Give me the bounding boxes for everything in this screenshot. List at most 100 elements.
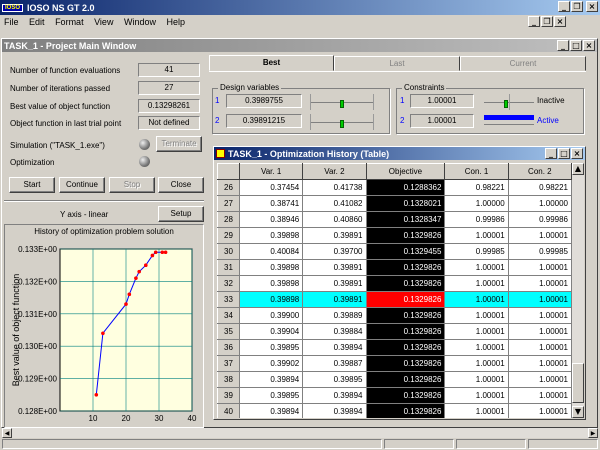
table-cell[interactable]: 0.38741 [238, 195, 304, 212]
table-row[interactable]: 40 0.39894 0.39894 0.1329826 1.00001 1.00001 [217, 403, 572, 418]
table-cell[interactable]: 0.39889 [302, 307, 367, 324]
table-cell[interactable]: 0.39898 [238, 291, 304, 308]
table-cell[interactable]: 0.98221 [444, 179, 509, 196]
table-cell[interactable]: 0.1329826 [365, 387, 446, 404]
table-cell[interactable]: 1.00001 [444, 339, 509, 356]
table-cell[interactable]: 1.00001 [507, 227, 572, 244]
table-cell[interactable]: 0.1288362 [365, 179, 446, 196]
table-row[interactable]: 29 0.39898 0.39891 0.1329826 1.00001 1.00001 [217, 227, 572, 244]
mdi-close-icon[interactable]: × [554, 16, 566, 27]
table-cell[interactable]: 0.99985 [507, 243, 572, 260]
row-number[interactable]: 28 [217, 211, 240, 228]
table-cell[interactable]: 1.00001 [444, 227, 509, 244]
table-cell[interactable]: 0.1329826 [365, 275, 446, 292]
table-cell[interactable]: 0.39891 [302, 227, 367, 244]
close-icon[interactable]: × [571, 148, 583, 159]
table-cell[interactable]: 1.00001 [507, 403, 572, 418]
row-number[interactable]: 30 [217, 243, 240, 260]
table-cell[interactable]: 0.1329826 [365, 307, 446, 324]
table-cell[interactable]: 0.39898 [238, 275, 304, 292]
row-number[interactable]: 32 [217, 275, 240, 292]
tab-last[interactable]: Last [334, 56, 460, 71]
mdi-minimize-icon[interactable]: _ [528, 16, 540, 27]
table-cell[interactable]: 0.38946 [238, 211, 304, 228]
column-header[interactable]: Con. 2 [507, 163, 572, 180]
tab-best[interactable]: Best [209, 55, 334, 71]
table-row[interactable]: 31 0.39898 0.39891 0.1329826 1.00001 1.00001 [217, 259, 572, 276]
menu-view[interactable]: View [94, 17, 114, 27]
table-cell[interactable]: 0.39894 [238, 403, 304, 418]
table-cell[interactable]: 0.99986 [507, 211, 572, 228]
terminate-button[interactable]: Terminate [156, 136, 202, 152]
design-var-slider[interactable] [310, 92, 374, 112]
table-cell[interactable]: 0.40084 [238, 243, 304, 260]
table-cell[interactable]: 0.39894 [302, 339, 367, 356]
table-cell[interactable]: 0.39700 [302, 243, 367, 260]
table-cell[interactable]: 0.40860 [302, 211, 367, 228]
table-row[interactable]: 39 0.39895 0.39894 0.1329826 1.00001 1.00001 [217, 387, 572, 404]
table-cell[interactable]: 1.00001 [444, 387, 509, 404]
table-cell[interactable]: 0.39902 [238, 355, 304, 372]
scroll-right-icon[interactable]: ▶ [588, 428, 598, 438]
table-cell[interactable]: 0.1329826 [365, 227, 446, 244]
table-cell[interactable]: 1.00001 [507, 275, 572, 292]
row-number[interactable]: 33 [217, 291, 240, 308]
table-cell[interactable]: 0.1329826 [365, 371, 446, 388]
table-cell[interactable]: 0.1328021 [365, 195, 446, 212]
row-number[interactable]: 27 [217, 195, 240, 212]
table-cell[interactable]: 0.39895 [302, 371, 367, 388]
table-cell[interactable]: 0.39895 [238, 339, 304, 356]
table-cell[interactable]: 1.00001 [444, 371, 509, 388]
table-cell[interactable]: 0.1329826 [365, 259, 446, 276]
scroll-down-icon[interactable]: ▼ [572, 406, 584, 418]
row-number[interactable]: 35 [217, 323, 240, 340]
table-cell[interactable]: 0.41082 [302, 195, 367, 212]
table-cell[interactable]: 0.39904 [238, 323, 304, 340]
column-header[interactable]: Var. 2 [302, 163, 367, 180]
table-cell[interactable]: 0.1329455 [365, 243, 446, 260]
table-cell[interactable]: 1.00001 [507, 339, 572, 356]
maximize-icon[interactable]: □ [558, 148, 570, 159]
table-cell[interactable]: 0.39894 [302, 387, 367, 404]
table-cell[interactable]: 0.41738 [302, 179, 367, 196]
table-cell[interactable]: 1.00001 [507, 355, 572, 372]
table-cell[interactable]: 1.00001 [507, 307, 572, 324]
table-cell[interactable]: 0.1329826 [365, 323, 446, 340]
table-cell[interactable]: 0.37454 [238, 179, 304, 196]
row-number[interactable]: 37 [217, 355, 240, 372]
table-cell[interactable]: 0.39900 [238, 307, 304, 324]
table-row[interactable]: 27 0.38741 0.41082 0.1328021 1.00000 1.00000 [217, 195, 572, 212]
table-cell[interactable]: 0.39891 [302, 291, 367, 308]
minimize-icon[interactable]: _ [558, 1, 570, 12]
stop-button[interactable]: Stop [109, 177, 155, 193]
table-cell[interactable]: 0.39895 [238, 387, 304, 404]
table-row[interactable]: 26 0.37454 0.41738 0.1288362 0.98221 0.98221 [217, 179, 572, 196]
minimize-icon[interactable]: _ [557, 40, 569, 51]
table-cell[interactable]: 1.00001 [444, 291, 509, 308]
table-cell[interactable]: 1.00000 [444, 195, 509, 212]
table-row[interactable]: 32 0.39898 0.39891 0.1329826 1.00001 1.00001 [217, 275, 572, 292]
table-cell[interactable]: 1.00001 [507, 387, 572, 404]
row-number[interactable]: 31 [217, 259, 240, 276]
row-number[interactable]: 40 [217, 403, 240, 418]
table-cell[interactable]: 0.39891 [302, 275, 367, 292]
row-number[interactable]: 29 [217, 227, 240, 244]
vertical-scrollbar[interactable]: ▲ ▼ [572, 163, 584, 418]
menu-window[interactable]: Window [123, 17, 156, 27]
row-number[interactable]: 38 [217, 371, 240, 388]
setup-button[interactable]: Setup [158, 206, 204, 222]
table-cell[interactable]: 1.00001 [507, 259, 572, 276]
table-cell[interactable]: 0.39894 [302, 403, 367, 418]
scroll-up-icon[interactable]: ▲ [572, 163, 584, 175]
table-cell[interactable]: 0.39884 [302, 323, 367, 340]
row-number[interactable]: 26 [217, 179, 240, 196]
column-header[interactable]: Con. 1 [444, 163, 509, 180]
table-cell[interactable]: 0.1328347 [365, 211, 446, 228]
table-cell[interactable]: 1.00000 [507, 195, 572, 212]
menu-help[interactable]: Help [166, 17, 186, 27]
table-cell[interactable]: 0.39898 [238, 227, 304, 244]
table-cell[interactable]: 0.1329826 [365, 355, 446, 372]
table-cell[interactable]: 0.39898 [238, 259, 304, 276]
mdi-restore-icon[interactable]: ❐ [541, 16, 553, 27]
table-cell[interactable]: 0.1329826 [365, 403, 446, 418]
